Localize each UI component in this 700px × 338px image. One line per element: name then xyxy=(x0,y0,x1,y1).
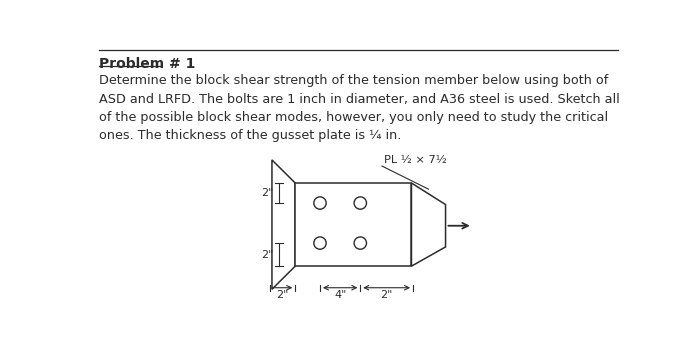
Bar xyxy=(295,183,412,266)
Text: 4": 4" xyxy=(334,290,346,300)
Text: 2": 2" xyxy=(261,250,274,260)
Text: Problem # 1: Problem # 1 xyxy=(99,57,195,72)
Polygon shape xyxy=(412,183,446,266)
Text: Determine the block shear strength of the tension member below using both of
ASD: Determine the block shear strength of th… xyxy=(99,74,620,142)
Text: 2": 2" xyxy=(261,188,274,198)
Text: 2": 2" xyxy=(381,290,393,300)
Polygon shape xyxy=(272,160,295,289)
Text: PL ½ × 7½: PL ½ × 7½ xyxy=(384,155,447,165)
Text: 2": 2" xyxy=(276,290,289,300)
